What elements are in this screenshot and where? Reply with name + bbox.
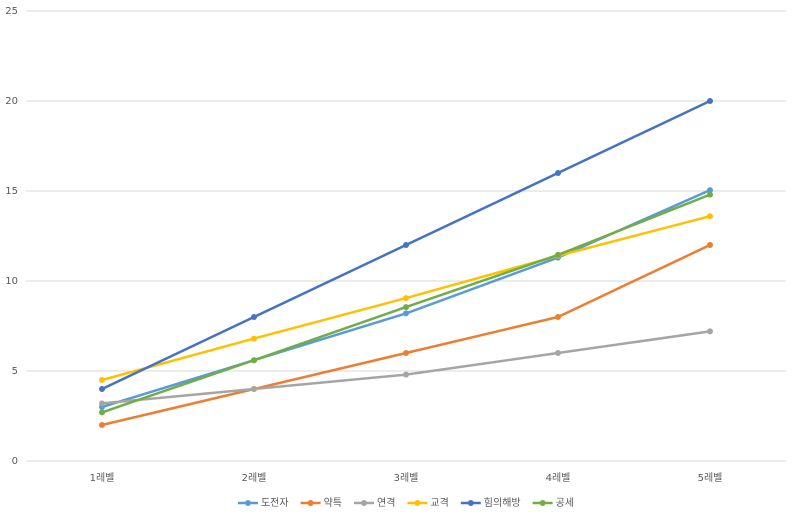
point: [707, 191, 713, 198]
legend-marker: [539, 500, 546, 506]
point: [707, 98, 713, 104]
y-tick-label: 10: [5, 276, 18, 287]
legend-label: 교격: [430, 496, 448, 509]
legend-label: 연격: [377, 496, 395, 509]
point: [403, 350, 409, 356]
y-tick-label: 0: [12, 456, 18, 467]
legend-label: 약특: [324, 497, 342, 509]
point: [555, 170, 561, 176]
point: [403, 242, 409, 248]
y-tick-label: 20: [5, 96, 18, 107]
x-tick-label: 3레벨: [394, 472, 419, 484]
x-tick-label: 1레벨: [90, 472, 115, 484]
x-tick-label: 5레벨: [698, 472, 723, 484]
y-tick-label: 25: [5, 6, 18, 17]
point: [403, 371, 409, 378]
legend: 도전자 약특 연격 교격 힘의해방 공세: [237, 496, 574, 509]
point: [99, 422, 105, 428]
point: [707, 187, 713, 194]
legend-marker: [244, 500, 251, 506]
y-tick-label: 15: [5, 186, 18, 197]
point: [707, 213, 713, 220]
point: [707, 242, 713, 248]
point: [99, 386, 105, 392]
legend-label: 힘의해방: [484, 496, 521, 509]
y-tick-label: 5: [12, 366, 18, 377]
x-tick-label: 2레벨: [242, 472, 267, 484]
point: [251, 357, 257, 364]
legend-marker: [467, 500, 474, 506]
legend-label: 도전자: [261, 497, 289, 509]
series-line: [101, 330, 711, 405]
legend-marker: [360, 500, 367, 506]
legend-label: 공세: [556, 497, 574, 509]
point: [251, 314, 257, 320]
legend-marker: [307, 500, 314, 506]
point: [403, 295, 409, 302]
legend-marker: [414, 500, 421, 506]
x-tick-label: 4레벨: [546, 472, 571, 484]
point: [99, 409, 105, 416]
point: [707, 328, 713, 335]
point: [403, 310, 409, 317]
point: [403, 304, 409, 311]
point: [251, 386, 257, 392]
point: [555, 251, 561, 258]
point: [251, 335, 257, 342]
point: [99, 377, 105, 383]
point: [555, 314, 561, 320]
point: [99, 400, 105, 407]
point: [555, 350, 561, 356]
series-line: [101, 243, 711, 427]
